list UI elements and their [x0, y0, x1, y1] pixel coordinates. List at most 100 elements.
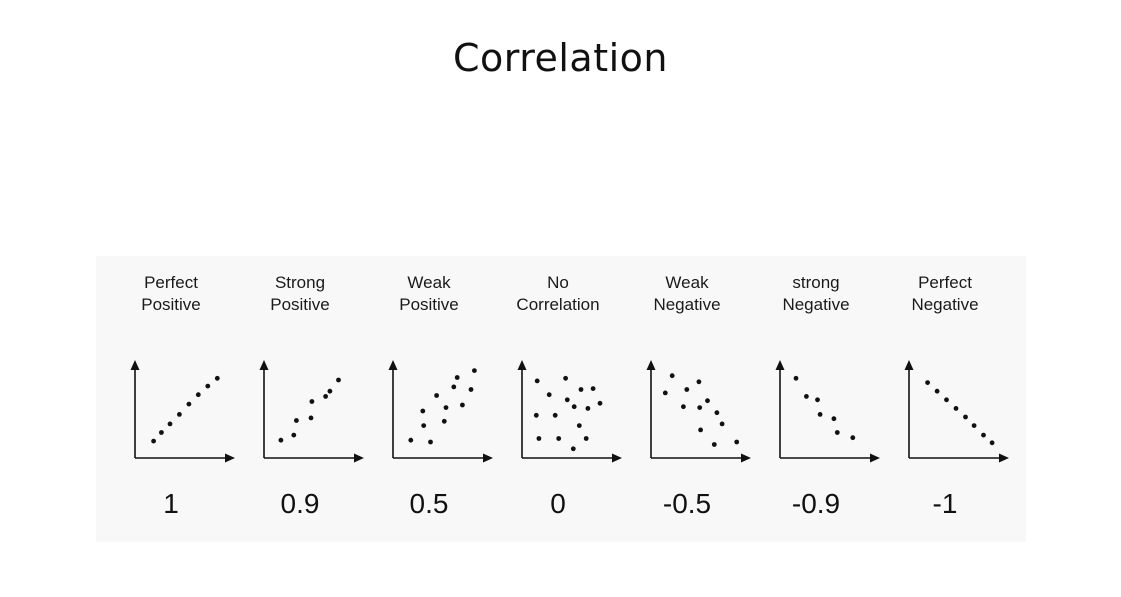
data-point	[696, 379, 702, 385]
scatter-plot	[388, 360, 493, 463]
correlation-coefficient: 0.5	[409, 488, 449, 519]
correlation-coefficient: 1	[163, 488, 179, 519]
plot-caption: Perfect Positive	[106, 272, 236, 316]
data-point	[536, 436, 542, 441]
y-axis-arrow-icon	[646, 360, 656, 370]
correlation-coefficient: 0	[550, 488, 566, 519]
correlation-coefficient: 0.9	[280, 488, 320, 519]
data-point	[186, 401, 192, 407]
plot-caption: No Correlation	[493, 272, 623, 316]
data-point	[583, 436, 589, 441]
data-point	[590, 386, 596, 391]
data-point	[576, 423, 582, 428]
data-point	[684, 387, 690, 392]
plot-caption: Weak Positive	[364, 272, 494, 316]
caption-line: Weak	[665, 273, 709, 292]
data-point	[698, 427, 703, 433]
data-point	[159, 430, 164, 435]
scatter-plot-card: Weak Positive 0.5	[364, 256, 494, 542]
data-point	[291, 432, 297, 438]
x-axis-arrow-icon	[354, 453, 364, 463]
data-point	[420, 408, 426, 414]
scatter-plot-card: Perfect Negative -1	[880, 256, 1010, 542]
y-axis-arrow-icon	[259, 360, 269, 370]
data-point	[714, 410, 720, 416]
data-point	[428, 439, 433, 445]
plot-caption: Weak Negative	[622, 272, 752, 316]
data-point	[817, 412, 823, 417]
scatter-plot	[775, 360, 880, 463]
scatter-plot	[646, 360, 751, 463]
data-point	[323, 394, 328, 399]
caption-line: strong	[792, 273, 840, 292]
y-axis-arrow-icon	[130, 360, 140, 370]
data-point	[167, 421, 173, 427]
caption-line: No	[547, 273, 569, 292]
data-point	[441, 418, 447, 424]
scatter-plot	[130, 360, 235, 463]
data-point	[953, 406, 959, 411]
correlation-coefficient: -0.5	[662, 488, 712, 519]
data-point	[697, 405, 703, 410]
caption-line: Perfect	[918, 273, 972, 292]
plot-caption: strong Negative	[751, 272, 881, 316]
data-point	[570, 446, 576, 452]
data-point	[460, 402, 465, 408]
data-point	[454, 375, 460, 380]
data-point	[971, 423, 977, 428]
data-point	[944, 397, 949, 403]
data-point	[850, 435, 856, 441]
data-point	[278, 437, 284, 443]
data-point	[451, 384, 457, 390]
caption-line: Positive	[399, 295, 459, 314]
scatter-plot-card: Strong Positive 0.9	[235, 256, 365, 542]
correlation-coefficient: -1	[932, 488, 958, 519]
data-point	[195, 392, 201, 398]
plot-caption: Perfect Negative	[880, 272, 1010, 316]
correlation-coefficient: -0.9	[791, 488, 841, 519]
data-point	[934, 388, 940, 394]
caption-line: Strong	[274, 273, 326, 292]
data-point	[597, 400, 603, 406]
data-point	[662, 390, 668, 396]
scatter-plot	[259, 360, 364, 463]
data-point	[552, 412, 558, 418]
data-point	[804, 394, 809, 399]
x-axis-arrow-icon	[612, 453, 622, 463]
data-point	[472, 368, 477, 373]
data-point	[711, 442, 717, 447]
x-axis-arrow-icon	[483, 453, 493, 463]
data-point	[434, 393, 439, 398]
data-point	[669, 373, 675, 379]
data-point	[719, 421, 725, 427]
data-point	[571, 404, 577, 410]
data-point	[408, 437, 414, 443]
x-axis-arrow-icon	[741, 453, 751, 463]
correlation-figure: Perfect Positive 1 Strong Positive 0.9 Weak Pos…	[96, 256, 1026, 542]
data-point	[834, 430, 840, 435]
data-point	[564, 397, 570, 403]
data-point	[815, 397, 820, 403]
data-point	[793, 375, 799, 381]
y-axis-arrow-icon	[775, 360, 785, 370]
data-point	[546, 392, 552, 398]
scatter-plot	[904, 360, 1009, 463]
data-point	[443, 405, 449, 410]
data-point	[205, 383, 211, 389]
scatter-plot-card: Perfect Positive 1	[106, 256, 236, 542]
y-axis-arrow-icon	[517, 360, 527, 370]
caption-line: Positive	[270, 295, 330, 314]
caption-line: Negative	[653, 295, 721, 314]
data-point	[989, 440, 995, 446]
data-point	[468, 387, 474, 392]
data-point	[534, 378, 540, 384]
data-point	[578, 387, 584, 392]
plot-caption: Strong Positive	[235, 272, 365, 316]
data-point	[533, 412, 539, 418]
scatter-plot	[517, 360, 622, 463]
scatter-plot-card: Weak Negative -0.5	[622, 256, 752, 542]
data-point	[681, 404, 686, 410]
data-point	[963, 414, 968, 420]
page-title: Correlation	[452, 36, 669, 80]
data-point	[925, 380, 930, 385]
